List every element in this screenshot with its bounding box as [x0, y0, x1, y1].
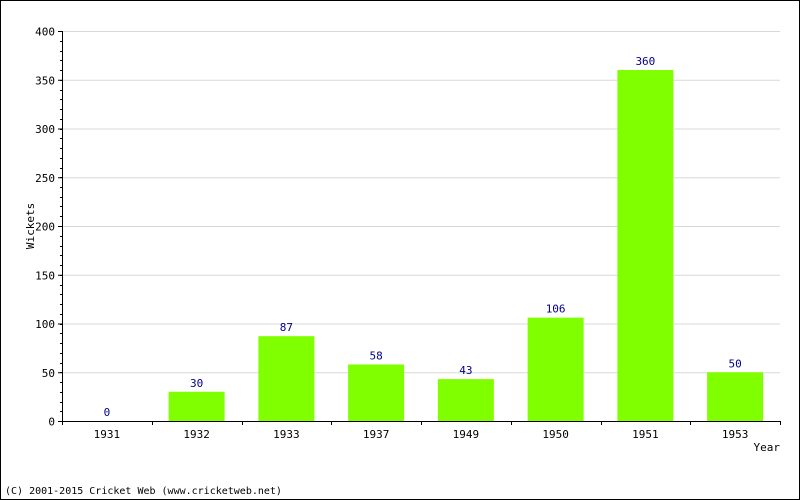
y-tick-label: 250 [35, 172, 55, 185]
bar [258, 336, 315, 421]
x-tick-label: 1931 [94, 428, 121, 441]
bar [348, 364, 405, 421]
x-tick-label: 1953 [722, 428, 749, 441]
data-label: 43 [459, 364, 472, 377]
y-tick-label: 400 [35, 26, 55, 39]
y-tick-label: 50 [42, 367, 55, 380]
x-axis-title: Year [754, 441, 781, 454]
copyright-notice: (C) 2001-2015 Cricket Web (www.cricketwe… [5, 486, 282, 497]
data-label: 106 [546, 303, 566, 316]
y-tick-label: 200 [35, 221, 55, 234]
x-tick-label: 1949 [453, 428, 480, 441]
data-label: 87 [280, 321, 293, 334]
y-tick-label: 150 [35, 269, 55, 282]
x-tick-label: 1933 [273, 428, 300, 441]
x-tick-label: 1950 [542, 428, 569, 441]
x-tick-label: 1932 [183, 428, 210, 441]
data-label: 30 [190, 377, 203, 390]
bar [617, 70, 674, 421]
data-label: 360 [635, 55, 655, 68]
data-label: 58 [370, 349, 383, 362]
y-axis-title: Wickets [24, 203, 37, 249]
y-tick-label: 0 [48, 416, 55, 429]
x-tick-label: 1951 [632, 428, 659, 441]
bar [437, 379, 494, 421]
x-tick-label: 1937 [363, 428, 390, 441]
y-tick-label: 100 [35, 318, 55, 331]
data-label: 0 [104, 406, 111, 419]
y-tick-label: 350 [35, 74, 55, 87]
bar [707, 372, 764, 421]
data-label: 50 [729, 357, 742, 370]
bar [527, 317, 584, 421]
y-tick-label: 300 [35, 123, 55, 136]
bar [168, 391, 225, 421]
